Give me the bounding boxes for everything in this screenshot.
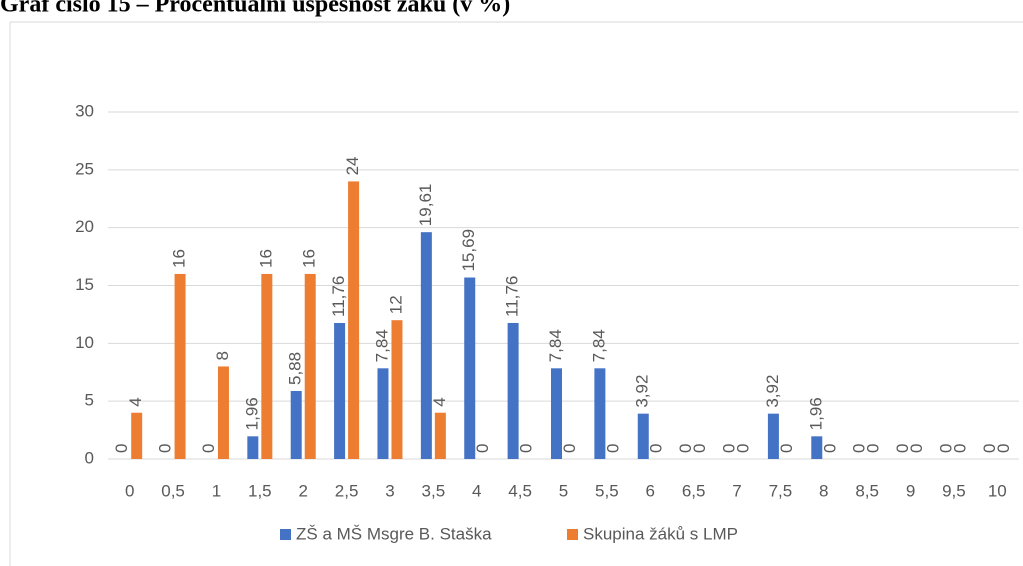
bar xyxy=(464,277,476,459)
x-tick-label: 2,5 xyxy=(335,481,359,500)
value-label: 16 xyxy=(300,249,319,268)
value-label: 0 xyxy=(893,444,912,453)
bar xyxy=(420,232,432,459)
value-label: 0 xyxy=(980,444,999,453)
x-tick-label: 0,5 xyxy=(161,481,185,500)
bar xyxy=(334,322,346,459)
legend-swatch xyxy=(280,529,291,540)
x-tick-label: 2 xyxy=(298,481,307,500)
value-label: 0 xyxy=(676,444,695,453)
value-label: 7,84 xyxy=(546,329,565,362)
bar xyxy=(290,390,302,459)
value-label: 19,61 xyxy=(416,184,435,227)
bar xyxy=(247,436,259,459)
value-label: 0 xyxy=(560,444,579,453)
legend-label: Skupina žáků s LMP xyxy=(583,524,738,543)
value-label: 0 xyxy=(112,444,131,453)
bar xyxy=(507,322,519,459)
legend-label: ZŠ a MŠ Msgre B. Staška xyxy=(296,524,492,543)
bar xyxy=(551,368,562,459)
value-label: 0 xyxy=(994,444,1013,453)
value-label: 0 xyxy=(850,444,869,453)
value-label: 0 xyxy=(864,444,883,453)
value-label: 7,84 xyxy=(589,329,608,362)
value-label: 0 xyxy=(199,444,218,453)
x-tick-label: 0 xyxy=(125,481,134,500)
bar xyxy=(261,273,273,459)
x-tick-label: 3 xyxy=(385,481,394,500)
value-label: 0 xyxy=(603,444,622,453)
y-tick-label: 10 xyxy=(75,333,94,352)
y-tick-label: 25 xyxy=(75,159,94,178)
value-label: 0 xyxy=(473,444,492,453)
x-tick-label: 4,5 xyxy=(508,481,532,500)
x-tick-label: 1 xyxy=(212,481,221,500)
bar xyxy=(131,412,143,459)
value-label: 0 xyxy=(720,444,739,453)
value-label: 5,88 xyxy=(286,352,305,385)
x-tick-label: 6,5 xyxy=(682,481,706,500)
x-tick-label: 4 xyxy=(472,481,481,500)
x-tick-label: 6 xyxy=(646,481,655,500)
bar xyxy=(377,368,389,459)
x-tick-label: 7 xyxy=(732,481,741,500)
bar xyxy=(348,181,360,459)
bar xyxy=(391,320,403,459)
value-label: 4 xyxy=(126,397,145,406)
bar xyxy=(304,273,316,459)
x-tick-label: 10 xyxy=(988,481,1007,500)
value-label: 7,84 xyxy=(372,329,391,362)
value-label: 11,76 xyxy=(503,276,522,317)
y-tick-label: 5 xyxy=(85,391,94,410)
bar xyxy=(217,366,229,459)
x-tick-label: 9 xyxy=(906,481,915,500)
bar xyxy=(594,368,606,459)
x-tick-label: 9,5 xyxy=(942,481,966,500)
y-tick-label: 30 xyxy=(75,101,94,120)
bar xyxy=(767,413,779,459)
value-label: 3,92 xyxy=(763,375,782,408)
y-tick-label: 15 xyxy=(75,275,94,294)
value-label: 4 xyxy=(430,397,449,406)
value-label: 0 xyxy=(734,444,753,453)
value-label: 0 xyxy=(907,444,926,453)
value-label: 8 xyxy=(213,351,232,360)
value-label: 11,76 xyxy=(329,276,348,317)
x-tick-label: 7,5 xyxy=(769,481,793,500)
value-label: 0 xyxy=(156,444,175,453)
x-tick-label: 1,5 xyxy=(248,481,272,500)
x-tick-label: 5 xyxy=(559,481,568,500)
chart-frame xyxy=(9,21,1023,566)
x-tick-label: 8 xyxy=(819,481,828,500)
bar xyxy=(434,412,446,459)
x-tick-label: 8,5 xyxy=(855,481,879,500)
value-label: 1,96 xyxy=(242,397,261,430)
y-tick-label: 0 xyxy=(85,448,94,467)
value-label: 0 xyxy=(517,444,536,453)
legend-swatch xyxy=(567,529,578,540)
bar xyxy=(174,273,186,459)
value-label: 0 xyxy=(777,444,796,453)
value-label: 0 xyxy=(820,444,839,453)
value-label: 0 xyxy=(936,444,955,453)
value-label: 16 xyxy=(256,249,275,268)
value-label: 0 xyxy=(950,444,969,453)
chart-title: Graf číslo 15 – Procentuální úspěšnost ž… xyxy=(0,0,510,18)
value-label: 0 xyxy=(647,444,666,453)
bar xyxy=(811,436,823,459)
value-label: 12 xyxy=(386,295,405,314)
value-label: 24 xyxy=(343,156,362,175)
x-tick-label: 3,5 xyxy=(422,481,446,500)
bar xyxy=(637,413,649,459)
x-tick-label: 5,5 xyxy=(595,481,619,500)
y-tick-label: 20 xyxy=(75,217,94,236)
value-label: 0 xyxy=(690,444,709,453)
value-label: 16 xyxy=(170,249,189,268)
value-label: 3,92 xyxy=(633,375,652,408)
value-label: 15,69 xyxy=(459,229,478,272)
value-label: 1,96 xyxy=(806,397,825,430)
